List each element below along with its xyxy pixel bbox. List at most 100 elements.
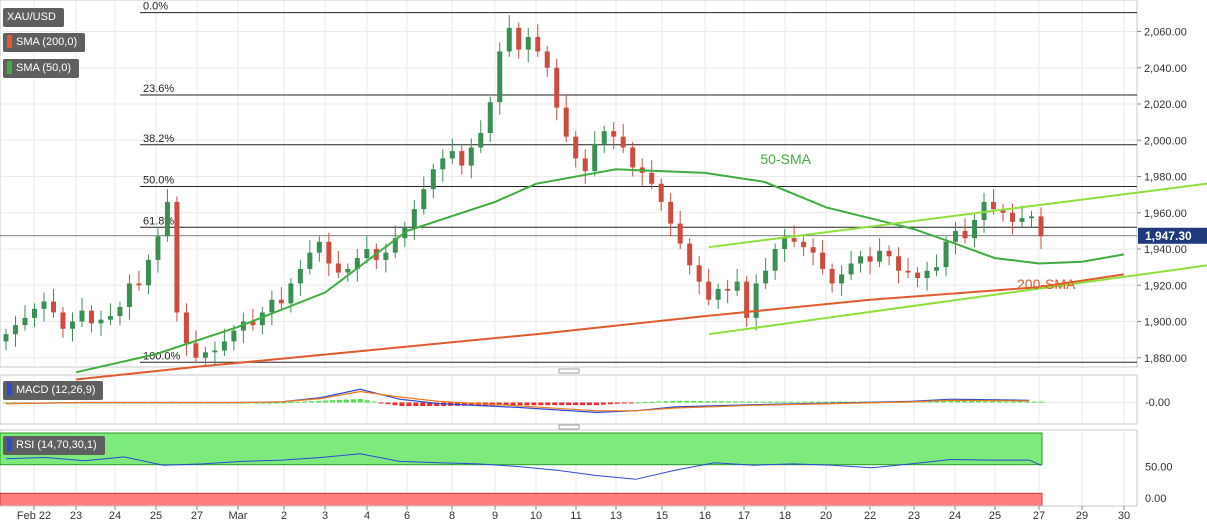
macd-histogram-bar: [399, 402, 405, 407]
macd-histogram-bar: [725, 401, 731, 403]
candle-body: [706, 281, 712, 300]
macd-histogram-bar: [962, 400, 968, 403]
candle-body: [250, 321, 256, 326]
candle-body: [117, 307, 123, 317]
candle-body: [972, 220, 978, 239]
candle-body: [155, 236, 161, 260]
macd-histogram-bar: [1010, 401, 1016, 403]
macd-histogram-bar: [628, 402, 634, 404]
macd-histogram-bar: [656, 401, 662, 403]
candle-body: [31, 308, 37, 318]
main-panel: [0, 0, 1138, 368]
sma-annotation: 50-SMA: [760, 151, 811, 167]
candle-body: [791, 238, 797, 242]
candle-body: [696, 265, 702, 282]
symbol-label[interactable]: XAU/USD: [3, 8, 64, 27]
macd-histogram-bar: [1024, 401, 1030, 403]
y-tick-label: 2,040.00: [1144, 63, 1187, 75]
rsi-overbought-zone: [0, 432, 1043, 466]
macd-histogram-bar: [309, 401, 315, 403]
sma50-legend[interactable]: SMA (50,0): [3, 59, 80, 78]
trend-line: [708, 264, 1207, 336]
macd-histogram-bar: [468, 402, 474, 406]
panel-resize-handle: [558, 368, 580, 374]
x-tick-label: 29: [1076, 510, 1088, 522]
candle-body: [335, 263, 341, 273]
candle-body: [687, 243, 693, 266]
x-tick-label: 27: [191, 510, 203, 522]
candle-body: [535, 36, 541, 52]
candle-body: [991, 201, 997, 210]
y-tick-label: 2,060.00: [1144, 27, 1187, 39]
x-tick-label: Mar: [229, 510, 248, 522]
macd-histogram-bar: [718, 401, 724, 403]
candle-body: [12, 325, 18, 335]
candle-body: [715, 288, 721, 300]
macd-histogram-bar: [1003, 401, 1009, 403]
macd-histogram-bar: [427, 402, 433, 407]
candle-body: [734, 281, 740, 291]
candle-body: [487, 102, 493, 133]
macd-signal-line: [5, 390, 1030, 412]
candle-body: [1019, 218, 1025, 222]
candle-body: [392, 238, 398, 253]
candle-body: [126, 283, 132, 307]
candle-body: [1029, 216, 1035, 219]
candle-body: [326, 241, 332, 264]
fib-level-label: 0.0%: [143, 1, 168, 13]
macd-histogram-bar: [545, 402, 551, 406]
macd-histogram-bar: [364, 400, 370, 403]
trend-line: [708, 182, 1207, 249]
candle-body: [69, 321, 75, 329]
sma-annotation: 200-SMA: [1017, 276, 1076, 292]
candle-body: [22, 317, 28, 326]
candle-body: [839, 274, 845, 284]
x-tick-label: 30: [1118, 510, 1130, 522]
sma200-legend[interactable]: SMA (200,0): [3, 33, 86, 52]
macd-legend[interactable]: MACD (12,26,9): [3, 381, 104, 400]
candle-body: [592, 143, 598, 172]
x-tick-label: 2: [281, 510, 287, 522]
candle-body: [877, 250, 883, 262]
macd-histogram-bar: [573, 402, 579, 406]
candle-body: [782, 238, 788, 249]
macd-histogram-bar: [948, 400, 954, 403]
candle-body: [810, 247, 816, 253]
macd-histogram-bar: [809, 401, 815, 403]
candle-body: [563, 107, 569, 137]
candle-body: [297, 268, 303, 284]
candle-body: [962, 230, 968, 239]
macd-histogram-bar: [955, 400, 961, 403]
x-tick-label: 23: [70, 510, 82, 522]
candle-body: [345, 268, 351, 273]
rsi-legend[interactable]: RSI (14,70,30,1): [3, 436, 105, 455]
macd-swatch: [7, 382, 12, 396]
candle-body: [915, 272, 921, 278]
macd-histogram-bar: [677, 400, 683, 403]
macd-histogram-bar: [760, 401, 766, 403]
candle-body: [478, 133, 484, 148]
rsi-y-tick-label: 50.00: [1145, 462, 1173, 474]
candle-body: [953, 230, 959, 242]
candle-body: [136, 283, 142, 286]
macd-y-tick-label: -0.00: [1145, 397, 1170, 409]
macd-histogram-bar: [420, 402, 426, 407]
x-tick-label: 27: [1033, 510, 1045, 522]
last-price-label: 1,947.30: [1145, 229, 1192, 243]
macd-histogram-bar: [378, 402, 384, 404]
candle-body: [620, 136, 626, 148]
last-price-tag: [1138, 227, 1207, 244]
macd-histogram-bar: [969, 400, 975, 403]
candle-body: [354, 258, 360, 269]
candle-body: [307, 252, 313, 269]
sma200-swatch: [7, 34, 12, 48]
macd-histogram-bar: [323, 400, 329, 403]
macd-histogram-bar: [1017, 401, 1023, 403]
x-tick-label: 11: [570, 510, 581, 522]
macd-histogram-bar: [600, 402, 606, 405]
macd-histogram-bar: [288, 402, 294, 404]
macd-histogram-bar: [329, 400, 335, 403]
macd-histogram-bar: [413, 402, 419, 407]
candle-body: [753, 283, 759, 318]
macd-histogram-bar: [635, 402, 641, 404]
